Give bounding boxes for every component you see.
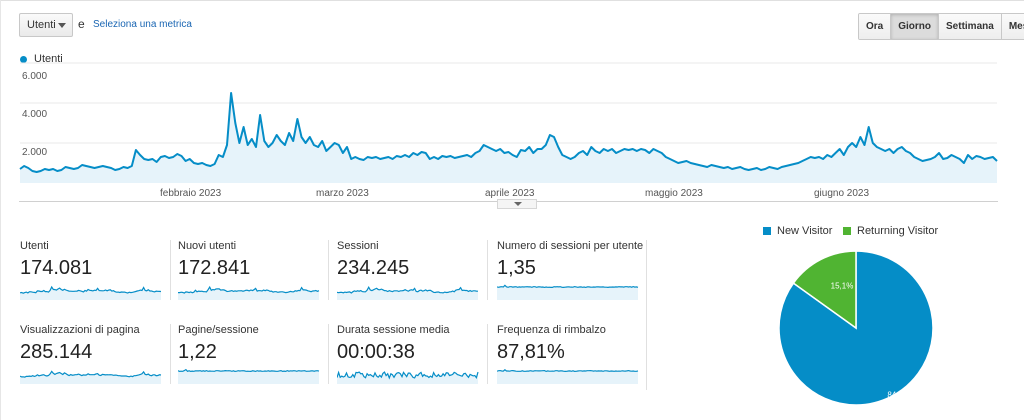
metric-value: 172.841 bbox=[178, 257, 251, 279]
metric-sparkline bbox=[337, 285, 479, 300]
visitor-type-pie-chart[interactable]: 84,9% 15,1% bbox=[778, 250, 934, 406]
sparkline-line bbox=[497, 369, 639, 373]
period-day-button[interactable]: Giorno bbox=[891, 14, 940, 39]
pie-slice-returning-visitor[interactable] bbox=[792, 250, 857, 330]
x-tick-label: maggio 2023 bbox=[645, 188, 703, 199]
divider bbox=[646, 240, 647, 390]
sparkline-area bbox=[497, 285, 638, 300]
sparkline-area bbox=[20, 371, 161, 384]
metric-tile-avg-session-duration[interactable]: Durata sessione media 00:00:38 bbox=[337, 324, 482, 389]
period-selector: Ora Giorno Settimana Mese bbox=[858, 13, 1024, 40]
top-border bbox=[0, 0, 1024, 1]
metric-value: 234.245 bbox=[337, 257, 410, 279]
divider bbox=[170, 324, 171, 384]
sparkline-line bbox=[20, 370, 162, 378]
x-tick-label: aprile 2023 bbox=[485, 188, 535, 199]
divider bbox=[487, 240, 488, 300]
metric-sparkline bbox=[178, 368, 320, 384]
metric-sparkline bbox=[497, 284, 639, 300]
metric-tile-pages-per-session[interactable]: Pagine/sessione 1,22 bbox=[178, 324, 323, 389]
metric-label: Pagine/sessione bbox=[178, 324, 259, 336]
metric-value: 00:00:38 bbox=[337, 341, 415, 363]
conjunction-text: e bbox=[78, 17, 85, 31]
metric-value: 1,35 bbox=[497, 257, 536, 279]
metric-tile-sessions-per-user[interactable]: Numero di sessioni per utente 1,35 bbox=[497, 240, 644, 305]
left-border bbox=[0, 0, 1, 420]
metric-tile-new-users[interactable]: Nuovi utenti 172.841 bbox=[178, 240, 323, 305]
series-area-utenti bbox=[20, 93, 997, 183]
metric-select-dropdown[interactable]: Utenti bbox=[19, 13, 73, 37]
metric-label: Frequenza di rimbalzo bbox=[497, 324, 606, 336]
pie-slice-label: 15,1% bbox=[831, 281, 854, 290]
metric-value: 285.144 bbox=[20, 341, 93, 363]
metric-value: 1,22 bbox=[178, 341, 217, 363]
sparkline-area bbox=[337, 287, 478, 300]
x-tick-label: febbraio 2023 bbox=[160, 188, 222, 199]
sparkline-line bbox=[497, 284, 639, 289]
metric-sparkline bbox=[178, 285, 320, 300]
series-line-utenti bbox=[19, 92, 998, 173]
metric-label: Utenti bbox=[20, 240, 49, 252]
metric-select-value: Utenti bbox=[27, 19, 56, 31]
metric-sparkline bbox=[497, 369, 639, 384]
divider bbox=[328, 324, 329, 384]
x-tick-label: marzo 2023 bbox=[316, 188, 369, 199]
period-hour-button[interactable]: Ora bbox=[859, 14, 892, 39]
x-tick-label: giugno 2023 bbox=[814, 188, 870, 199]
divider bbox=[170, 240, 171, 300]
period-week-button[interactable]: Settimana bbox=[939, 14, 1002, 39]
sparkline-area bbox=[178, 369, 319, 384]
y-tick-label: 6.000 bbox=[22, 71, 48, 82]
period-month-button[interactable]: Mese bbox=[1001, 14, 1024, 39]
chart-expand-toggle[interactable] bbox=[497, 199, 537, 209]
sparkline-line bbox=[337, 285, 479, 294]
legend-dot-icon bbox=[20, 55, 27, 63]
metric-sparkline bbox=[20, 370, 162, 384]
pie-legend-returning-visitor[interactable]: Returning Visitor bbox=[843, 225, 938, 237]
legend-label: Utenti bbox=[34, 53, 63, 65]
y-tick-label: 4.000 bbox=[22, 109, 48, 120]
sparkline-area bbox=[20, 287, 161, 300]
divider bbox=[487, 324, 488, 384]
users-line-chart[interactable] bbox=[0, 0, 1024, 200]
y-tick-label: 2.000 bbox=[22, 147, 48, 158]
metric-sparkline bbox=[20, 285, 162, 300]
pie-legend-new-visitor[interactable]: New Visitor bbox=[763, 225, 832, 237]
divider bbox=[328, 240, 329, 300]
sparkline-line bbox=[178, 285, 320, 294]
sparkline-line bbox=[337, 370, 479, 380]
sparkline-area bbox=[178, 287, 319, 300]
metric-value: 174.081 bbox=[20, 257, 93, 279]
sparkline-line bbox=[178, 368, 320, 373]
pie-legend-label: New Visitor bbox=[777, 225, 833, 237]
legend-swatch bbox=[763, 227, 771, 235]
metric-label: Visualizzazioni di pagina bbox=[20, 324, 140, 336]
sparkline-area bbox=[497, 369, 638, 384]
chart-legend: Utenti bbox=[20, 53, 63, 65]
pie-legend-label: Returning Visitor bbox=[857, 225, 939, 237]
legend-swatch bbox=[843, 227, 851, 235]
metric-tile-sessions[interactable]: Sessioni 234.245 bbox=[337, 240, 482, 305]
chevron-down-icon bbox=[514, 202, 522, 206]
select-metric-link[interactable]: Seleziona una metrica bbox=[93, 19, 192, 30]
sparkline-line bbox=[20, 285, 162, 294]
metric-label: Sessioni bbox=[337, 240, 379, 252]
metric-label: Nuovi utenti bbox=[178, 240, 237, 252]
metric-sparkline bbox=[337, 370, 479, 384]
caret-down-icon bbox=[58, 23, 66, 28]
metric-tile-users[interactable]: Utenti 174.081 bbox=[20, 240, 165, 305]
metric-label: Durata sessione media bbox=[337, 324, 450, 336]
metric-tile-bounce-rate[interactable]: Frequenza di rimbalzo 87,81% bbox=[497, 324, 642, 389]
metric-tile-pageviews[interactable]: Visualizzazioni di pagina 285.144 bbox=[20, 324, 165, 389]
metric-label: Numero di sessioni per utente bbox=[497, 240, 644, 252]
metric-value: 87,81% bbox=[497, 341, 565, 363]
pie-slice-label: 84,9% bbox=[887, 390, 910, 399]
